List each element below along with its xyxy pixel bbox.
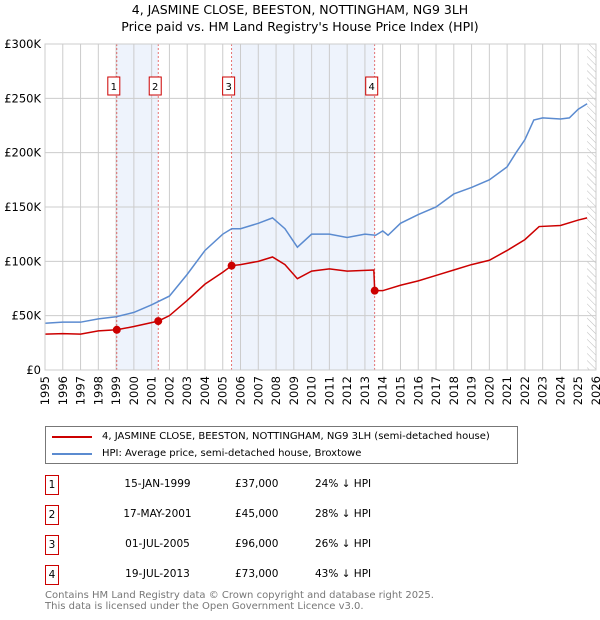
chart-subtitle: Price paid vs. HM Land Registry's House … <box>121 19 479 34</box>
marker-badge <box>222 76 236 96</box>
x-tick-label: 2002 <box>162 376 176 405</box>
x-tick-label: 2017 <box>429 376 443 405</box>
y-tick-label: £100K <box>4 254 41 268</box>
marker-label: 1 <box>111 82 117 93</box>
transaction-date: 17-MAY-2001 <box>123 508 192 520</box>
transaction-row: 2 17-MAY-2001 £45,000 28% ↓ HPI <box>45 505 445 525</box>
price-chart: 1995 1996 1997 1998 1999 2000 2001 2002 2003 2004… <box>4 37 600 405</box>
legend-item-hpi: HPI: Average price, semi-detached house,… <box>52 448 361 459</box>
legend: 4, JASMINE CLOSE, BEESTON, NOTTINGHAM, N… <box>45 426 518 464</box>
x-tick-label: 2012 <box>340 376 354 405</box>
legend-swatch-blue <box>52 452 92 455</box>
plot-frame <box>44 43 597 371</box>
x-tick-label: 1999 <box>109 376 123 405</box>
legend-label: HPI: Average price, semi-detached house,… <box>102 448 362 459</box>
sale-point <box>112 325 121 334</box>
marker-label: 2 <box>152 82 158 93</box>
x-tick-label: 2020 <box>482 376 496 405</box>
marker-badge: 4 <box>45 565 59 585</box>
sale-point <box>154 317 163 326</box>
transaction-date: 19-JUL-2013 <box>125 568 190 580</box>
transaction-hpi: 43% ↓ HPI <box>315 568 372 580</box>
x-tick-label: 2023 <box>536 376 550 405</box>
x-tick-label: 2013 <box>358 376 372 405</box>
transaction-row: 1 15-JAN-1999 £37,000 24% ↓ HPI <box>45 475 445 495</box>
series-line <box>44 103 588 325</box>
transaction-price: £45,000 <box>235 508 279 520</box>
x-tick-label: 2026 <box>589 376 600 405</box>
x-tick-label: 2024 <box>553 376 567 405</box>
x-tick-label: 1998 <box>91 376 105 405</box>
marker-badge: 2 <box>45 505 59 525</box>
x-tick-label: 2005 <box>216 376 230 405</box>
transaction-price: £37,000 <box>235 478 279 490</box>
y-tick-label: £300K <box>4 37 41 51</box>
x-tick-label: 2011 <box>322 376 336 405</box>
y-tick-label: £150K <box>4 200 41 214</box>
x-tick-label: 2014 <box>376 376 390 405</box>
x-tick-label: 2009 <box>287 376 301 405</box>
transaction-hpi: 28% ↓ HPI <box>315 508 372 520</box>
x-tick-label: 2010 <box>305 376 319 405</box>
x-tick-label: 2004 <box>198 376 212 405</box>
marker-badge: 1 <box>45 475 59 495</box>
y-tick-label: £250K <box>4 91 41 105</box>
chart-title: 4, JASMINE CLOSE, BEESTON, NOTTINGHAM, N… <box>131 2 469 17</box>
transaction-date: 01-JUL-2005 <box>125 538 190 550</box>
x-tick-label: 2018 <box>447 376 461 405</box>
footer: Contains HM Land Registry data © Crown c… <box>45 590 434 612</box>
transaction-price: £73,000 <box>235 568 279 580</box>
x-tick-label: 2021 <box>500 376 514 405</box>
y-tick-label: £0 <box>26 363 41 377</box>
sale-point <box>370 286 379 295</box>
marker-badge <box>148 76 162 96</box>
transaction-hpi: 24% ↓ HPI <box>315 478 372 490</box>
marker-badge <box>107 76 121 96</box>
x-tick-label: 2001 <box>145 376 159 405</box>
x-tick-label: 2003 <box>180 376 194 405</box>
transaction-price: £96,000 <box>235 538 279 550</box>
x-tick-label: 1996 <box>56 376 70 405</box>
x-tick-label: 2007 <box>251 376 265 405</box>
x-tick-label: 2008 <box>269 376 283 405</box>
x-tick-label: 2006 <box>234 376 248 405</box>
y-tick-label: £200K <box>4 146 41 160</box>
transaction-row: 4 19-JUL-2013 £73,000 43% ↓ HPI <box>45 565 445 585</box>
transaction-hpi: 26% ↓ HPI <box>315 538 372 550</box>
sale-point <box>227 261 236 270</box>
x-tick-label: 1995 <box>38 376 52 405</box>
x-tick-label: 2025 <box>571 376 585 405</box>
y-tick-label: £50K <box>12 309 42 323</box>
legend-item-property: 4, JASMINE CLOSE, BEESTON, NOTTINGHAM, N… <box>52 431 490 442</box>
x-tick-label: 2019 <box>465 376 479 405</box>
transaction-date: 15-JAN-1999 <box>124 478 191 490</box>
footer-copyright: Contains HM Land Registry data © Crown c… <box>45 590 434 601</box>
marker-label: 3 <box>225 82 231 93</box>
x-tick-label: 2015 <box>393 376 407 405</box>
transaction-row: 3 01-JUL-2005 £96,000 26% ↓ HPI <box>45 535 445 555</box>
marker-badge: 3 <box>45 535 59 555</box>
x-tick-label: 2016 <box>411 376 425 405</box>
marker-label: 4 <box>369 82 375 93</box>
x-tick-label: 2000 <box>127 376 141 405</box>
x-tick-label: 2022 <box>518 376 532 405</box>
legend-swatch-red <box>52 435 92 438</box>
x-tick-label: 1997 <box>74 376 88 405</box>
series-line <box>44 217 588 335</box>
marker-badge <box>365 76 379 96</box>
footer-licence: This data is licensed under the Open Gov… <box>45 601 364 612</box>
legend-label: 4, JASMINE CLOSE, BEESTON, NOTTINGHAM, N… <box>102 431 490 442</box>
